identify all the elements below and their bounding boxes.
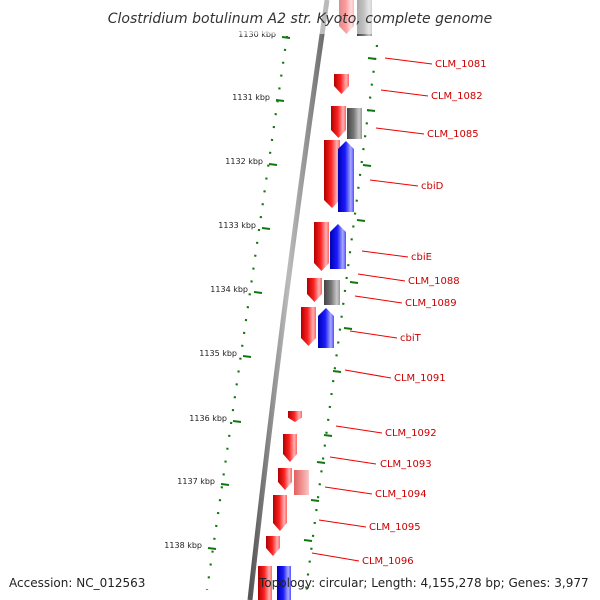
kbp-tick [242,355,252,358]
kbp-tick [207,547,217,550]
label-leader-line [375,127,425,135]
gene-label: CLM_1094 [375,489,427,500]
gene-label: CLM_1091 [394,373,446,384]
forward-gene[interactable] [324,140,340,208]
kbp-tick-label: 1134 kbp [210,285,248,294]
kbp-tick-label: 1130 kbp [238,30,276,39]
forward-gene[interactable] [307,278,322,302]
label-leader-line [311,552,360,562]
outer-tick [323,434,333,437]
label-leader-line [335,425,383,434]
reverse-gene[interactable] [277,566,291,600]
kbp-tick [232,420,242,423]
outer-tick [367,57,377,60]
kbp-tick-label: 1136 kbp [189,414,227,423]
label-leader-line [349,330,398,339]
label-leader-line [361,250,409,258]
genome-title: Clostridium botulinum A2 str. Kyoto, com… [108,11,493,27]
label-leader-line [369,179,419,187]
label-leaders [311,57,433,562]
gene-label: CLM_1089 [405,298,457,309]
label-leader-line [357,273,406,282]
outer-tick [349,281,359,284]
forward-gene[interactable] [334,74,349,94]
reverse-gene[interactable] [330,224,346,269]
accession-text: Accession: NC_012563 [9,576,145,590]
dotted-guide-lines [205,35,379,591]
gene-label: cbiT [400,333,422,344]
kbp-tick [281,36,291,39]
gene-label: cbiD [421,181,444,192]
outer-tick [343,327,353,330]
kbp-tick-label: 1137 kbp [177,477,215,486]
kbp-tick-label: 1132 kbp [225,157,263,166]
kbp-tick [261,227,271,230]
outer-tick [316,461,326,464]
reverse-gene[interactable] [318,308,334,348]
kbp-tick-label: 1131 kbp [232,93,270,102]
kbp-scale: 1130 kbp 1131 kbp 1132 kbp 1133 kbp 1134 kbp… [164,30,377,550]
other-gene[interactable] [324,280,340,305]
outer-tick [310,499,320,502]
outer-tick [366,109,376,112]
outer-tick [303,539,313,542]
label-leader-line [318,519,367,528]
pseudo-gene[interactable] [294,470,309,495]
label-leader-line [344,369,392,379]
outer-tick [332,370,342,373]
gene-labels: CLM_1081 CLM_1082 CLM_1085 cbiD cbiE CLM_1088… [362,59,487,567]
forward-gene[interactable] [331,106,346,138]
gene-label: CLM_1085 [427,129,479,140]
forward-gene[interactable] [278,468,292,490]
forward-gene[interactable] [314,222,329,271]
title-backdrop [0,0,600,34]
kbp-tick [275,99,285,102]
label-leader-line [384,57,433,65]
outer-tick [362,164,372,167]
kbp-tick [268,163,278,166]
label-leader-line [329,456,377,465]
forward-gene[interactable] [288,411,302,422]
gene-label: CLM_1088 [408,276,460,287]
dotted-guide [304,44,379,591]
forward-gene[interactable] [301,307,316,346]
kbp-tick-label: 1138 kbp [164,541,202,550]
outer-tick [356,219,366,222]
gene-label: cbiE [411,252,432,263]
other-gene[interactable] [347,108,362,139]
label-leader-line [380,89,429,97]
gene-label: CLM_1082 [431,91,483,102]
gene-label: CLM_1081 [435,59,487,70]
forward-gene[interactable] [266,536,280,556]
gene-label: CLM_1096 [362,556,414,567]
kbp-tick-label: 1133 kbp [218,221,256,230]
gene-label: CLM_1092 [385,428,437,439]
backbone-ring [247,0,330,600]
forward-gene[interactable] [258,566,272,600]
label-leader-line [324,486,373,495]
kbp-tick [220,483,230,486]
kbp-tick-label: 1135 kbp [199,349,237,358]
forward-gene[interactable] [273,495,287,531]
gene-label: CLM_1093 [380,459,432,470]
forward-gene[interactable] [283,434,297,462]
label-leader-line [354,295,403,304]
topology-text: Topology: circular; Length: 4,155,278 bp… [258,576,589,590]
gene-label: CLM_1095 [369,522,421,533]
kbp-tick [253,291,263,294]
reverse-gene[interactable] [338,141,354,212]
